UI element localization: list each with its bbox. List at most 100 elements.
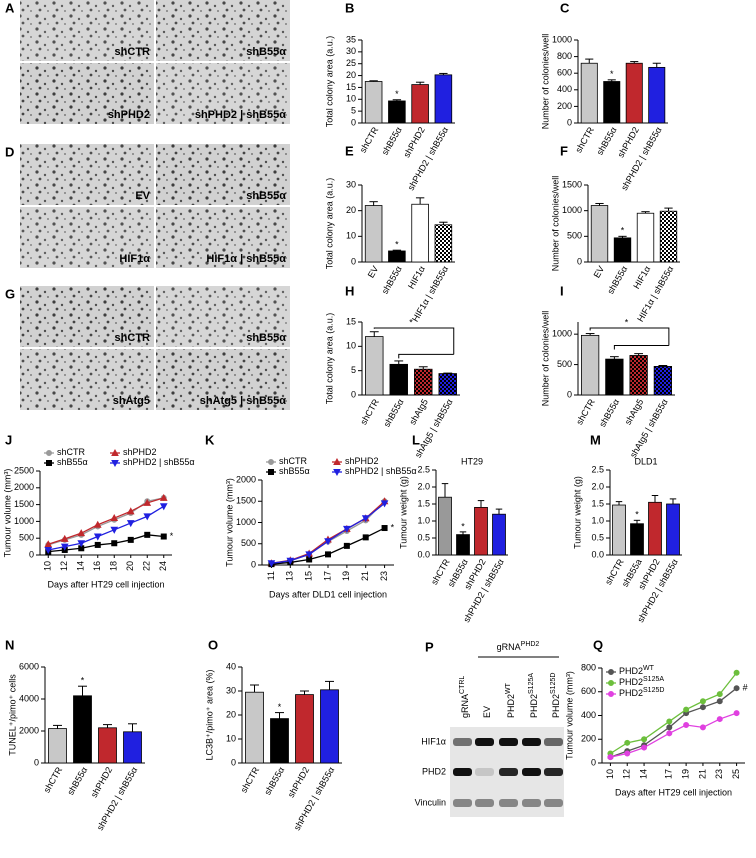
legend-label: shCTR	[279, 456, 308, 466]
image-label: shCTR	[115, 332, 151, 344]
point	[127, 536, 134, 543]
y-axis-label: Tumour volume (mm³)	[2, 469, 12, 558]
bar	[245, 691, 264, 764]
x-tick-label: shB55α	[380, 125, 404, 157]
x-axis-label: Days after HT29 cell injection	[615, 787, 732, 797]
bracket-label: *	[625, 317, 629, 327]
point	[126, 520, 135, 528]
y-tick-label: 0	[29, 549, 34, 559]
y-tick-label: 1.5	[591, 498, 604, 508]
y-axis-label: Total colony area (a.u.)	[324, 178, 334, 270]
x-tick-label: shAtg5	[623, 397, 646, 426]
bar	[364, 205, 383, 263]
bar	[456, 534, 470, 556]
significance-mark: *	[278, 702, 282, 712]
bar	[636, 212, 655, 263]
x-tick-label: shPHD2	[89, 765, 114, 799]
panel-letter: N	[5, 637, 14, 652]
bar	[580, 334, 600, 396]
point	[267, 560, 276, 568]
panel-letter: Q	[593, 637, 603, 652]
image-label: HIF1α | shB55α	[206, 253, 286, 265]
point	[333, 469, 341, 477]
x-tick-label: 14	[638, 769, 648, 779]
point	[733, 685, 740, 692]
x-tick-label: 20	[125, 561, 135, 571]
bar	[270, 718, 289, 764]
legend-label-base: PHD2	[619, 688, 643, 698]
blot-band	[522, 738, 541, 746]
y-tick-label: 5	[351, 365, 356, 375]
y-tick-label: 1000	[562, 205, 582, 215]
panel-letter: H	[345, 283, 354, 298]
x-tick-label: 17	[322, 571, 332, 581]
point	[159, 493, 168, 501]
legend-label: shPHD2 | shB55α	[123, 457, 195, 467]
x-tick-label: 10	[605, 769, 615, 779]
bar	[295, 694, 314, 764]
y-tick-label: 20	[226, 709, 236, 719]
bar	[474, 506, 488, 556]
x-tick-label: shB55α	[380, 264, 404, 296]
y-axis-label: Number of colonies/well	[550, 176, 560, 272]
significance-mark: *	[610, 69, 614, 79]
panel-letter: L	[412, 432, 420, 447]
point	[305, 551, 313, 559]
colony-image	[156, 207, 290, 268]
legend-label-base: PHD2	[619, 677, 643, 687]
point	[110, 526, 119, 534]
y-tick-label: 400	[581, 710, 596, 720]
y-tick-label: 0.0	[417, 549, 430, 559]
y-tick-label: 2.5	[417, 464, 430, 474]
point	[159, 503, 168, 511]
bar	[590, 205, 609, 263]
point	[699, 724, 706, 731]
y-tick-label: 2.0	[591, 481, 604, 491]
image-label: shAtg5 | shB55α	[200, 395, 286, 407]
blot-group-label-sup: PHD2	[521, 641, 540, 648]
y-axis-label: TUNEL⁺/pimo⁺ cells	[7, 674, 17, 756]
lane-label-sup: S125A	[528, 673, 535, 694]
y-tick-label: 2.5	[591, 464, 604, 474]
colony-image	[20, 144, 154, 205]
point	[268, 469, 274, 475]
y-tick-label: 2.0	[417, 481, 430, 491]
y-tick-label: 200	[581, 734, 596, 744]
legend-label-base: shPHD2	[345, 456, 379, 466]
y-axis-label: Tumour weight (g)	[572, 476, 582, 549]
panel-letter: F	[560, 143, 568, 158]
bar	[603, 81, 621, 124]
point	[160, 533, 167, 540]
point	[77, 540, 86, 548]
point	[716, 691, 723, 698]
y-tick-label: 0	[351, 389, 356, 399]
legend-label: shPHD2 | shB55α	[345, 466, 417, 476]
bar	[434, 224, 453, 263]
bar	[411, 84, 429, 124]
x-tick-label: shCTR	[239, 765, 262, 795]
lane-label-sup: S125D	[550, 673, 557, 694]
bracket	[373, 327, 455, 359]
y-tick-label: 20	[346, 205, 356, 215]
x-tick-label: EV	[366, 264, 381, 279]
lane-label: PHD2S125A	[528, 673, 540, 718]
colony-image	[156, 63, 290, 124]
panel-letter: P	[425, 639, 434, 654]
point	[111, 448, 119, 456]
point	[733, 669, 740, 676]
legend-label-sup: WT	[643, 665, 655, 672]
x-tick-label: shCTR	[573, 125, 596, 155]
legend-label: shPHD2	[345, 456, 379, 466]
image-label: shPHD2	[108, 109, 150, 121]
colony-image	[156, 286, 290, 347]
colony-image	[156, 144, 290, 205]
legend-label-base: PHD2	[619, 666, 643, 676]
chart-title: HT29	[461, 456, 483, 466]
point	[46, 450, 52, 456]
y-tick-label: 600	[557, 68, 572, 78]
bar	[98, 727, 117, 764]
x-tick-label: 25	[731, 769, 741, 779]
x-tick-label: 16	[92, 561, 102, 571]
lane-label-base: PHD2	[506, 694, 516, 718]
x-tick-label: shB55α	[605, 264, 629, 296]
